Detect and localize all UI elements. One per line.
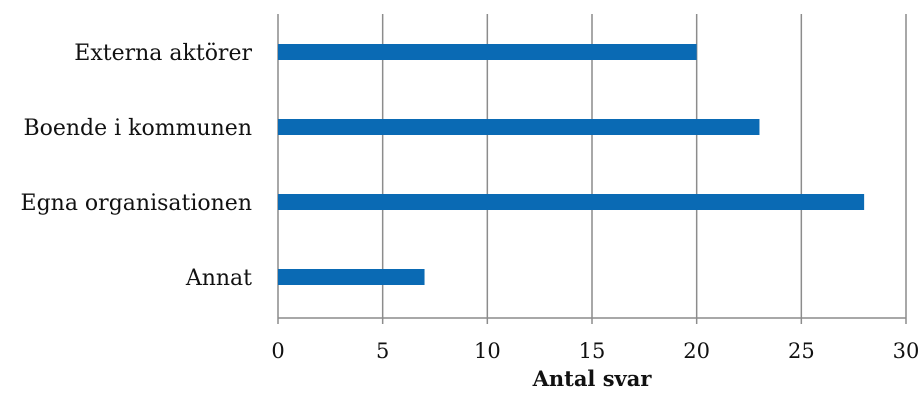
x-axis-title: Antal svar — [532, 366, 653, 391]
category-labels: Externa aktörer Boende i kommunen Egna org… — [21, 41, 253, 291]
bar-2 — [278, 119, 760, 135]
category-label-1: Externa aktörer — [74, 41, 252, 66]
x-tick-label-5: 5 — [376, 339, 389, 363]
category-label-3: Egna organisationen — [21, 191, 252, 216]
x-tick-label-0: 0 — [271, 339, 284, 363]
x-tick-label-30: 30 — [893, 339, 920, 363]
x-tick-label-10: 10 — [474, 339, 501, 363]
bar-1 — [278, 44, 697, 60]
x-tick-label-15: 15 — [579, 339, 606, 363]
x-tick-label-25: 25 — [788, 339, 815, 363]
bar-4 — [278, 269, 425, 285]
category-label-4: Annat — [185, 266, 252, 291]
grid-lines — [277, 14, 907, 324]
bar-3 — [278, 194, 865, 210]
x-tick-label-20: 20 — [683, 339, 710, 363]
category-label-2: Boende i kommunen — [23, 116, 252, 141]
bars — [278, 44, 865, 285]
tick-labels: 0 5 10 15 20 25 30 — [271, 339, 919, 363]
